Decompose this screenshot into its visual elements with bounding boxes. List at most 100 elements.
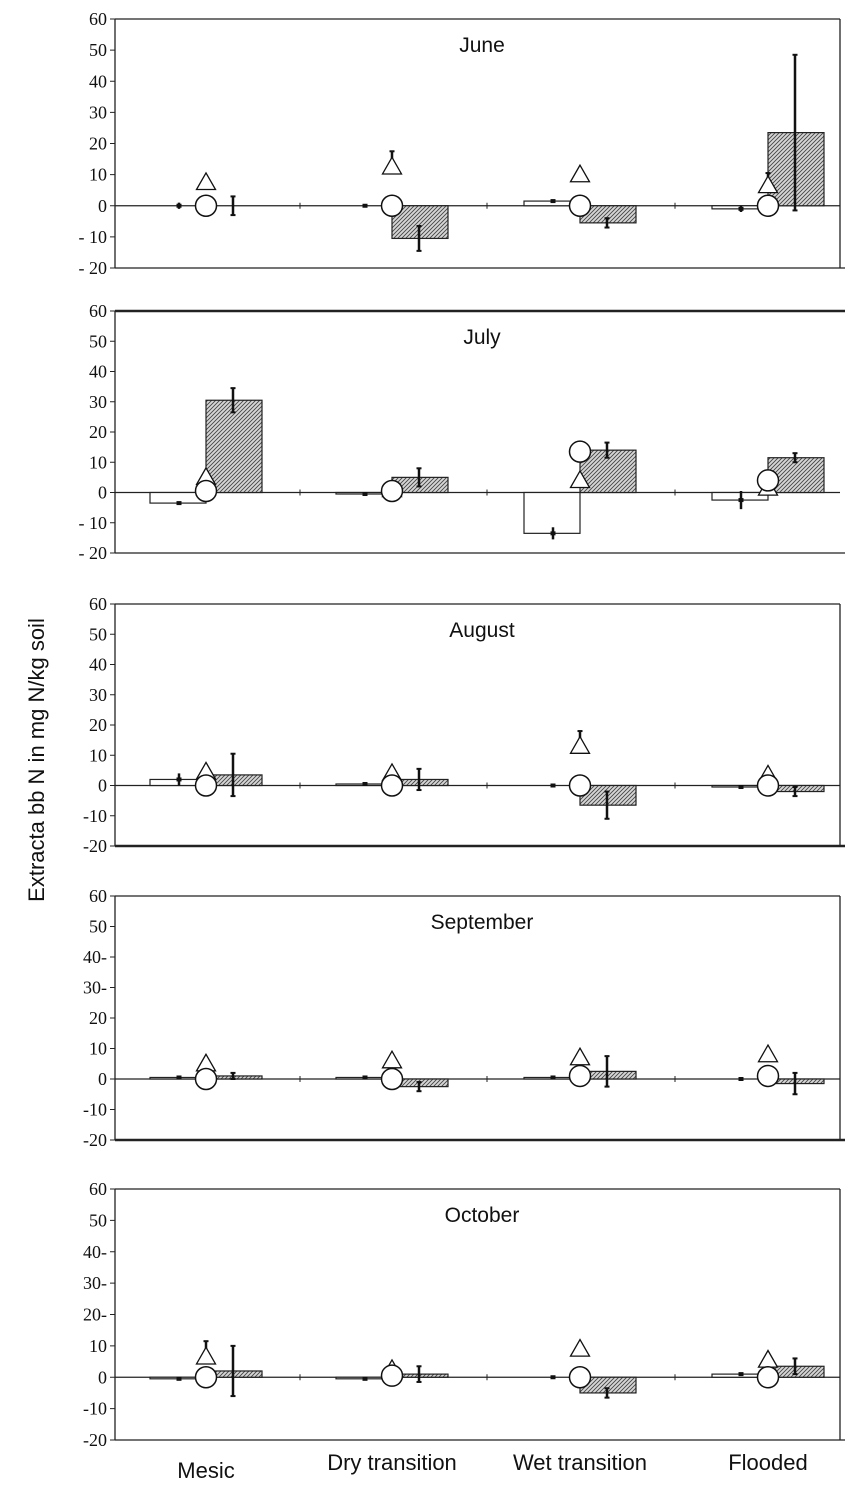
- triangle-marker: [569, 1338, 591, 1357]
- y-tick-label: 60: [89, 9, 107, 29]
- circle-marker: [194, 1366, 218, 1389]
- circle-marker: [568, 774, 592, 797]
- panel-july: 60 50 40 30 20 10 0 - 10 - 20 July: [79, 301, 845, 563]
- panel-title: October: [445, 1204, 520, 1227]
- open-bar-marker: [550, 1075, 556, 1080]
- category-label: Wet transition: [513, 1450, 647, 1475]
- circle-marker: [756, 774, 780, 797]
- y-tick-label: 20: [89, 134, 107, 154]
- panel-october: 60 50 40- 30- 20- 10 0 -10 -20 October: [83, 1179, 845, 1450]
- triangle-marker: [569, 1046, 591, 1066]
- panel-title: September: [431, 911, 534, 934]
- circle-marker: [756, 194, 780, 217]
- circle-marker: [380, 194, 404, 217]
- triangle-marker: [195, 171, 217, 191]
- y-tick-label: 30-: [83, 1273, 107, 1293]
- triangle-marker: [569, 469, 591, 489]
- y-tick-label: 30: [89, 392, 107, 412]
- chart-panels: 60 50 40 30 20 10 0 - 10 - 20 June 60 50 40 30 20 10 0 - …: [79, 9, 845, 1450]
- triangle-marker: [757, 1043, 779, 1063]
- open-bar-marker: [362, 781, 368, 786]
- y-tick-label: 40-: [83, 1242, 107, 1262]
- y-tick-label: 10: [89, 452, 107, 472]
- open-bar-marker: [362, 203, 368, 208]
- y-tick-label: 0: [98, 1367, 107, 1387]
- y-tick-label: - 20: [79, 258, 108, 278]
- open-bar-marker: [550, 531, 556, 536]
- y-tick-label: 40: [89, 71, 107, 91]
- y-tick-label: 30-: [83, 978, 107, 998]
- y-tick-label: 30: [89, 102, 107, 122]
- open-bar-marker: [176, 203, 182, 208]
- hatched-bar: [205, 399, 263, 494]
- y-tick-label: 50: [89, 624, 107, 644]
- y-tick-label: 20: [89, 422, 107, 442]
- y-tick-label: 60: [89, 1179, 107, 1199]
- y-tick-label: 10: [89, 1336, 107, 1356]
- open-bar-marker: [176, 501, 182, 506]
- y-tick-label: -20: [83, 1130, 107, 1150]
- y-tick-label: 0: [98, 196, 107, 216]
- circle-marker: [380, 1364, 404, 1387]
- circle-marker: [380, 1067, 404, 1091]
- panel-title: June: [459, 34, 505, 57]
- y-tick-label: - 20: [79, 543, 108, 563]
- y-tick-label: -20: [83, 1430, 107, 1450]
- y-tick-label: 0: [98, 1069, 107, 1089]
- panel-title: July: [463, 326, 501, 349]
- y-tick-label: - 10: [79, 227, 108, 247]
- open-bar-marker: [176, 1376, 182, 1381]
- y-tick-label: 10: [89, 1039, 107, 1059]
- y-tick-label: 40: [89, 655, 107, 675]
- open-bar-marker: [362, 1376, 368, 1381]
- y-tick-label: -10: [83, 1100, 107, 1120]
- category-label: Dry transition: [327, 1450, 457, 1475]
- y-tick-label: -10: [83, 806, 107, 826]
- open-bar-marker: [550, 1375, 556, 1380]
- circle-marker: [756, 1064, 780, 1088]
- y-tick-label: 0: [98, 483, 107, 503]
- open-bar-marker: [550, 199, 556, 204]
- panel-title: August: [449, 619, 515, 642]
- panel-august: 60 50 40 30 20 10 0 -10 -20 August: [83, 594, 845, 856]
- y-axis-label: Extracta bb N in mg N/kg soil: [24, 618, 49, 902]
- open-bar-marker: [176, 777, 182, 782]
- y-tick-label: 60: [89, 594, 107, 614]
- y-tick-label: 20-: [83, 1305, 107, 1325]
- circle-marker: [194, 774, 218, 797]
- triangle-marker: [569, 735, 591, 754]
- open-bar-marker: [738, 498, 744, 503]
- y-tick-label: 20: [89, 1008, 107, 1028]
- y-tick-label: 50: [89, 917, 107, 937]
- y-tick-label: 60: [89, 886, 107, 906]
- open-bar-marker: [738, 206, 744, 211]
- y-tick-label: 40: [89, 362, 107, 382]
- triangle-marker: [757, 174, 779, 194]
- y-tick-label: 50: [89, 40, 107, 60]
- circle-marker: [756, 1366, 780, 1389]
- y-tick-label: 10: [89, 745, 107, 765]
- y-tick-label: 50: [89, 1210, 107, 1230]
- open-bar-marker: [738, 1372, 744, 1377]
- y-tick-label: - 10: [79, 513, 108, 533]
- open-bar: [523, 491, 581, 534]
- triangle-marker: [569, 163, 591, 183]
- circle-marker: [380, 479, 404, 503]
- y-tick-label: 0: [98, 776, 107, 796]
- circle-marker: [194, 1067, 218, 1091]
- circle-marker: [756, 469, 780, 492]
- circle-marker: [568, 1366, 592, 1389]
- open-bar-marker: [550, 783, 556, 788]
- circle-marker: [380, 774, 404, 797]
- open-bar-marker: [362, 492, 368, 497]
- category-label: Mesic: [177, 1458, 234, 1483]
- panel-september: 60 50 40- 30- 20 10 0 -10 -20 September: [83, 886, 845, 1150]
- category-labels: Mesic Dry transition Wet transition Flooded: [177, 1450, 807, 1483]
- triangle-marker: [381, 1049, 403, 1069]
- y-tick-label: 50: [89, 331, 107, 351]
- y-tick-label: -10: [83, 1399, 107, 1419]
- y-tick-label: 10: [89, 165, 107, 185]
- triangle-marker: [381, 156, 403, 175]
- y-tick-label: 30: [89, 685, 107, 705]
